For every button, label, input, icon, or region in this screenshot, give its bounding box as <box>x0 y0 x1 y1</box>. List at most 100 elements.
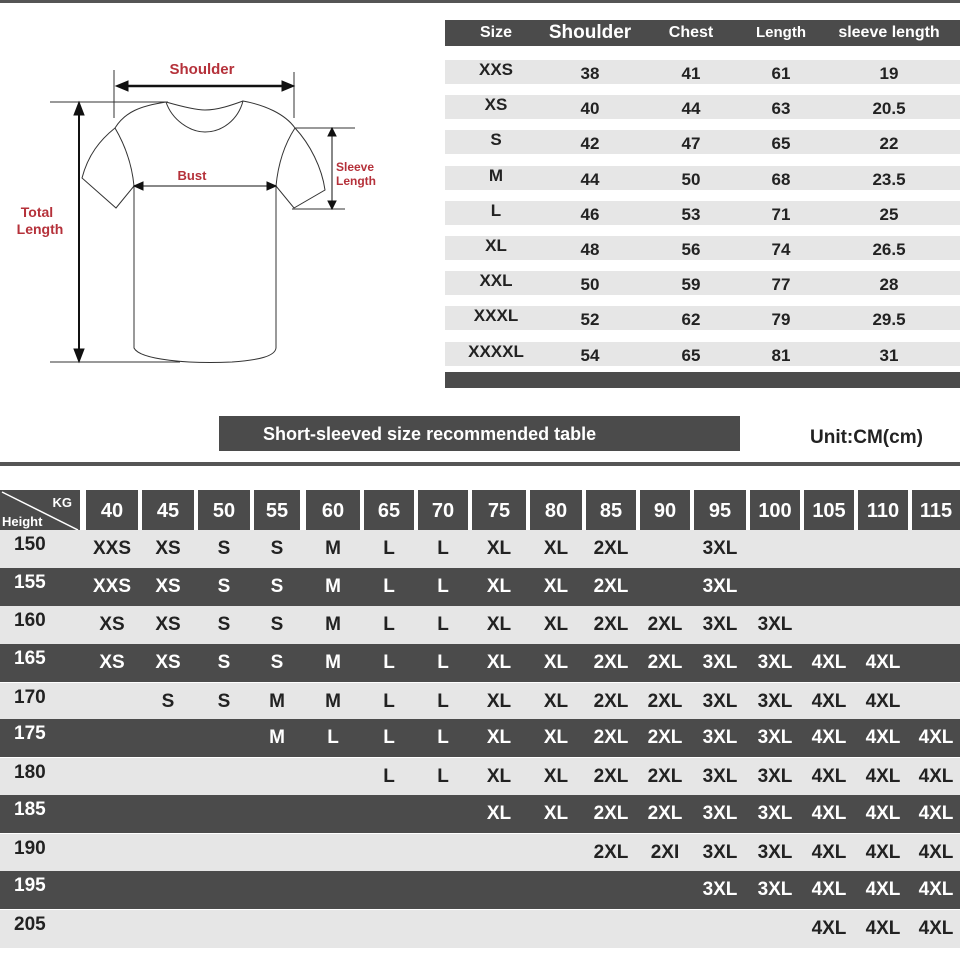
unit-label: Unit:CM(cm) <box>810 427 923 448</box>
size-recommendation: L <box>437 538 449 559</box>
size-header-cell: sleeve length <box>838 24 940 41</box>
banner-title: Short-sleeved size recommended table <box>219 416 740 451</box>
size-recommendation: 4XL <box>811 727 847 748</box>
size-cell: 74 <box>771 240 791 259</box>
size-recommendation: 3XL <box>702 879 738 900</box>
size-cell: 68 <box>771 169 791 189</box>
size-cell: 79 <box>771 310 791 330</box>
height-row: 180 L L XL XL 2XL 2XL 3XL 3XL 4XL 4XL 4XL <box>0 758 960 796</box>
size-recommendation: L <box>383 727 395 748</box>
size-recommendation: 3XL <box>757 614 793 635</box>
size-recommendation: M <box>269 727 285 748</box>
size-recommendation: M <box>269 691 285 712</box>
size-recommendation: 4XL <box>918 766 954 787</box>
size-recommendation: 2XL <box>593 538 629 559</box>
size-cell: 56 <box>681 240 701 259</box>
size-recommendation: 4XL <box>918 918 954 939</box>
size-recommendation: S <box>217 576 231 597</box>
size-recommendation: 3XL <box>702 803 738 824</box>
size-cell: 40 <box>580 99 600 119</box>
size-cell: 50 <box>580 275 600 295</box>
size-recommendation: 4XL <box>865 842 901 863</box>
corner-header: KG Height <box>0 490 80 530</box>
size-recommendation: 4XL <box>865 727 901 748</box>
size-recommendation: XL <box>486 727 512 748</box>
size-cell: 52 <box>580 310 600 330</box>
size-cell: 22 <box>879 134 899 154</box>
size-cell: 29.5 <box>872 310 906 330</box>
size-recommendation: 4XL <box>811 918 847 939</box>
size-cell: L <box>490 200 502 220</box>
size-header-cell: Chest <box>668 24 714 41</box>
height-value: 160 <box>14 610 46 631</box>
size-recommendation: S <box>270 538 284 559</box>
size-cell: 44 <box>580 169 600 189</box>
size-recommendation: S <box>270 614 284 635</box>
size-recommendation: XL <box>486 614 512 635</box>
size-recommendation: XL <box>543 766 569 787</box>
height-row: 205 4XL 4XL 4XL <box>0 910 960 948</box>
size-recommendation: 3XL <box>702 842 738 863</box>
size-recommendation: 3XL <box>702 614 738 635</box>
size-recommendation: L <box>383 538 395 559</box>
size-recommendation: XL <box>543 652 569 673</box>
size-recommendation: 2XI <box>650 842 680 863</box>
size-recommendation: 4XL <box>918 803 954 824</box>
size-recommendation: S <box>217 538 231 559</box>
size-recommendation: 3XL <box>757 879 793 900</box>
size-recommendation: 4XL <box>918 842 954 863</box>
size-recommendation: XL <box>486 652 512 673</box>
size-recommendation: XL <box>543 614 569 635</box>
size-recommendation: 3XL <box>702 576 738 597</box>
weight-header: 40 <box>86 490 138 530</box>
weight-header: 50 <box>198 490 250 530</box>
size-recommendation: L <box>383 691 395 712</box>
height-value: 155 <box>14 572 46 593</box>
height-value: 190 <box>14 838 46 859</box>
size-recommendation: 4XL <box>811 842 847 863</box>
weight-header: 95 <box>694 490 746 530</box>
weight-header: 70 <box>418 490 468 530</box>
weight-header: 60 <box>306 490 360 530</box>
size-cell: 31 <box>879 345 899 365</box>
kg-label: KG <box>52 495 73 510</box>
size-recommendation: M <box>325 691 341 712</box>
size-recommendation: L <box>383 576 395 597</box>
size-header-cell: Shoulder <box>548 22 632 43</box>
size-recommendation: XL <box>486 576 512 597</box>
size-recommendation: XL <box>486 803 512 824</box>
size-recommendation: 3XL <box>757 652 793 673</box>
size-cell: 19 <box>879 64 899 83</box>
height-value: 150 <box>14 534 46 555</box>
size-recommendation: 3XL <box>757 766 793 787</box>
size-recommendation: 4XL <box>865 918 901 939</box>
size-cell: XXS <box>478 60 514 79</box>
total-label-2: Length <box>17 221 64 237</box>
size-recommendation: 2XL <box>647 614 683 635</box>
size-row <box>445 130 960 155</box>
size-table-footer-bar <box>445 372 960 388</box>
size-recommendation: 2XL <box>593 766 629 787</box>
size-recommendation: XL <box>486 766 512 787</box>
size-header-cell: Size <box>479 24 512 41</box>
size-recommendation: XS <box>155 652 181 673</box>
size-recommendation: XXS <box>92 576 132 597</box>
height-row: 195 3XL 3XL 4XL 4XL 4XL <box>0 871 960 909</box>
size-recommendation: 2XL <box>647 691 683 712</box>
height-value: 195 <box>14 875 46 896</box>
height-value: 175 <box>14 723 46 744</box>
height-value: 165 <box>14 648 46 669</box>
bust-label: Bust <box>178 168 208 183</box>
size-row <box>445 95 960 120</box>
weight-header: 45 <box>142 490 194 530</box>
size-cell: 61 <box>771 64 791 83</box>
size-recommendation: S <box>161 691 175 712</box>
size-recommendation: L <box>437 576 449 597</box>
size-recommendation: 2XL <box>647 766 683 787</box>
height-row: 170 S S M M L L XL XL 2XL 2XL 3XL 3XL 4XL 4XL <box>0 683 960 721</box>
size-recommendation: 4XL <box>811 652 847 673</box>
size-cell: 65 <box>771 134 791 154</box>
size-recommendation: S <box>270 576 284 597</box>
size-recommendation: L <box>437 691 449 712</box>
size-table-header <box>445 20 960 46</box>
